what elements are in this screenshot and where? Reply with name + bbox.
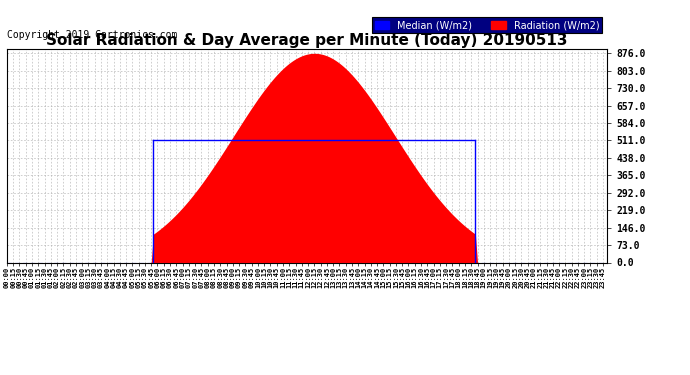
Text: Copyright 2019 Cartronics.com: Copyright 2019 Cartronics.com: [7, 30, 177, 40]
Legend: Median (W/m2), Radiation (W/m2): Median (W/m2), Radiation (W/m2): [372, 17, 602, 33]
Title: Solar Radiation & Day Average per Minute (Today) 20190513: Solar Radiation & Day Average per Minute…: [46, 33, 568, 48]
